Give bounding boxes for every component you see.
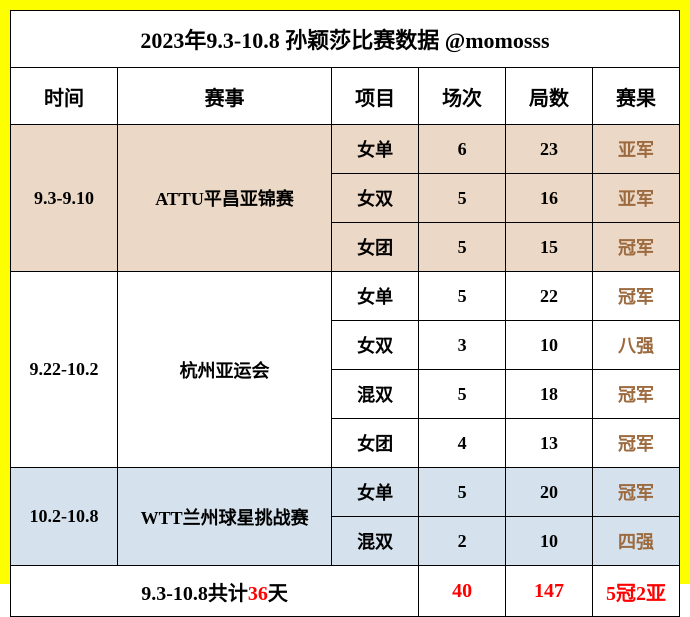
cell-matches: 5: [419, 272, 506, 321]
footer-days: 36: [248, 583, 268, 605]
cell-category: 女团: [332, 419, 419, 468]
cell-matches: 5: [419, 468, 506, 517]
table-row: 10.2-10.8 WTT兰州球星挑战赛 女单 5 20 冠军: [11, 468, 680, 517]
cell-category: 女团: [332, 223, 419, 272]
cell-result: 冠军: [593, 370, 680, 419]
outer-frame: 2023年9.3-10.8 孙颖莎比赛数据 @momosss 时间 赛事 项目 …: [0, 0, 690, 584]
cell-games: 22: [506, 272, 593, 321]
cell-games: 16: [506, 174, 593, 223]
footer-prefix: 9.3-10.8共计: [141, 583, 248, 605]
footer-suffix: 天: [268, 583, 288, 605]
cell-matches: 4: [419, 419, 506, 468]
cell-result: 冠军: [593, 468, 680, 517]
footer-summary: 5冠2亚: [593, 566, 680, 617]
cell-games: 10: [506, 517, 593, 566]
cell-result: 亚军: [593, 174, 680, 223]
cell-result: 冠军: [593, 419, 680, 468]
header-category: 项目: [332, 68, 419, 125]
table-title: 2023年9.3-10.8 孙颖莎比赛数据 @momosss: [11, 11, 680, 68]
cell-result: 八强: [593, 321, 680, 370]
header-time: 时间: [11, 68, 118, 125]
cell-matches: 3: [419, 321, 506, 370]
cell-category: 女单: [332, 468, 419, 517]
cell-event: ATTU平昌亚锦赛: [118, 125, 332, 272]
header-event: 赛事: [118, 68, 332, 125]
cell-result: 四强: [593, 517, 680, 566]
cell-category: 女单: [332, 272, 419, 321]
footer-label: 9.3-10.8共计36天: [11, 566, 419, 617]
cell-time: 9.22-10.2: [11, 272, 118, 468]
cell-matches: 5: [419, 370, 506, 419]
cell-category: 混双: [332, 370, 419, 419]
cell-result: 冠军: [593, 272, 680, 321]
footer-total-games: 147: [506, 566, 593, 617]
cell-result: 冠军: [593, 223, 680, 272]
cell-event: 杭州亚运会: [118, 272, 332, 468]
cell-result: 亚军: [593, 125, 680, 174]
cell-matches: 2: [419, 517, 506, 566]
cell-games: 10: [506, 321, 593, 370]
cell-games: 18: [506, 370, 593, 419]
header-matches: 场次: [419, 68, 506, 125]
cell-event: WTT兰州球星挑战赛: [118, 468, 332, 566]
title-row: 2023年9.3-10.8 孙颖莎比赛数据 @momosss: [11, 11, 680, 68]
footer-row: 9.3-10.8共计36天 40 147 5冠2亚: [11, 566, 680, 617]
cell-games: 15: [506, 223, 593, 272]
header-row: 时间 赛事 项目 场次 局数 赛果: [11, 68, 680, 125]
cell-matches: 6: [419, 125, 506, 174]
table-row: 9.3-9.10 ATTU平昌亚锦赛 女单 6 23 亚军: [11, 125, 680, 174]
cell-category: 女双: [332, 174, 419, 223]
cell-matches: 5: [419, 223, 506, 272]
cell-time: 9.3-9.10: [11, 125, 118, 272]
header-games: 局数: [506, 68, 593, 125]
cell-category: 女单: [332, 125, 419, 174]
stats-table: 2023年9.3-10.8 孙颖莎比赛数据 @momosss 时间 赛事 项目 …: [10, 10, 680, 617]
cell-games: 23: [506, 125, 593, 174]
cell-games: 20: [506, 468, 593, 517]
header-result: 赛果: [593, 68, 680, 125]
cell-games: 13: [506, 419, 593, 468]
footer-total-matches: 40: [419, 566, 506, 617]
table-row: 9.22-10.2 杭州亚运会 女单 5 22 冠军: [11, 272, 680, 321]
cell-category: 混双: [332, 517, 419, 566]
cell-time: 10.2-10.8: [11, 468, 118, 566]
cell-matches: 5: [419, 174, 506, 223]
cell-category: 女双: [332, 321, 419, 370]
